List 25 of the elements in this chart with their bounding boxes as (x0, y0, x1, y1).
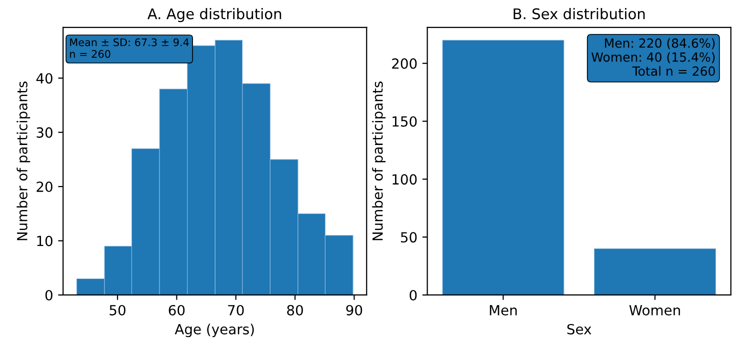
y-axis-title: Number of participants (372, 82, 386, 240)
x-tick-label: Men (490, 305, 517, 316)
y-axis-title: Number of participants (16, 82, 30, 240)
chart-title: B. Sex distribution (514, 8, 645, 20)
y-tick-label: 200 (392, 58, 417, 69)
x-axis-title: Sex (567, 324, 592, 334)
y-tick-label: 100 (392, 174, 417, 185)
annotation: Men: 220 (84.6%) Women: 40 (15.4%) Total n = 260 (592, 38, 715, 76)
y-tick-label: 30 (36, 127, 52, 138)
y-tick-label: 50 (401, 232, 417, 243)
annotation: Mean ± SD: 67.3 ± 9.4 n = 260 (70, 38, 189, 58)
x-tick-label: 50 (110, 304, 126, 316)
y-tick-label: 20 (36, 182, 52, 192)
y-tick-label: 10 (37, 236, 52, 246)
x-tick-label: 80 (287, 304, 303, 316)
x-tick-label: 60 (168, 304, 185, 316)
y-tick-label: 0 (410, 290, 417, 300)
x-axis-title: Age (years) (174, 324, 254, 338)
y-tick-label: 0 (45, 290, 52, 300)
y-tick-label: 40 (36, 73, 52, 84)
x-tick-label: 70 (228, 304, 244, 316)
y-tick-label: 150 (392, 116, 417, 127)
x-tick-label: 90 (346, 304, 362, 316)
chart-title: A. Age distribution (147, 8, 282, 22)
x-tick-label: Women (629, 305, 680, 316)
